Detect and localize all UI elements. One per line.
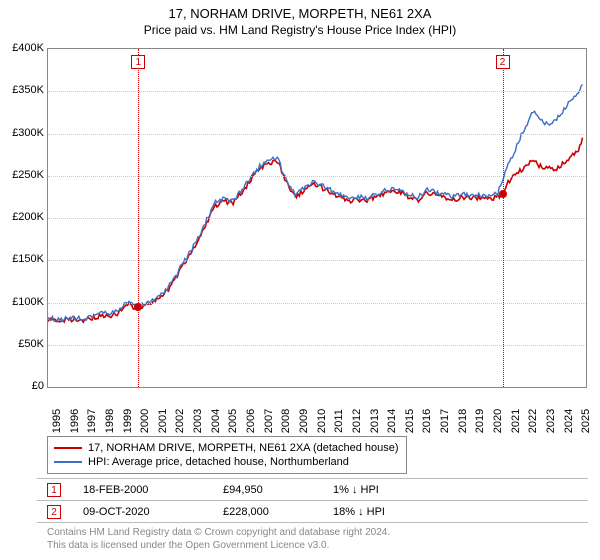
- x-tick-label: 1999: [122, 409, 134, 433]
- y-tick-label: £50K: [0, 338, 44, 350]
- gridline: [48, 176, 586, 177]
- legend-swatch: [54, 447, 82, 449]
- y-tick-label: £200K: [0, 211, 44, 223]
- chart-subtitle: Price paid vs. HM Land Registry's House …: [0, 21, 600, 41]
- x-tick-label: 2002: [174, 409, 186, 433]
- y-tick-label: £250K: [0, 169, 44, 181]
- x-tick-label: 2003: [192, 409, 204, 433]
- x-tick-label: 2017: [439, 409, 451, 433]
- sale-price: £94,950: [223, 484, 333, 496]
- legend-swatch: [54, 461, 82, 463]
- x-tick-label: 2024: [563, 409, 575, 433]
- legend-item: 17, NORHAM DRIVE, MORPETH, NE61 2XA (det…: [54, 441, 400, 455]
- sale-dot: [134, 303, 142, 311]
- footer-line: This data is licensed under the Open Gov…: [47, 539, 390, 552]
- sale-marker-icon: 1: [47, 483, 61, 497]
- legend-item: HPI: Average price, detached house, Nort…: [54, 455, 400, 469]
- x-tick-label: 2020: [492, 409, 504, 433]
- x-tick-label: 2009: [298, 409, 310, 433]
- y-tick-label: £0: [0, 380, 44, 392]
- sale-marker-box: 2: [496, 55, 510, 69]
- legend-label: HPI: Average price, detached house, Nort…: [88, 456, 349, 468]
- plot-area: 12: [47, 48, 587, 388]
- y-tick-label: £350K: [0, 84, 44, 96]
- sale-date: 18-FEB-2000: [83, 484, 223, 496]
- sale-dot: [499, 190, 507, 198]
- x-tick-label: 2008: [280, 409, 292, 433]
- sale-vline: [138, 49, 139, 387]
- x-tick-label: 2007: [263, 409, 275, 433]
- x-tick-label: 2010: [316, 409, 328, 433]
- chart-title: 17, NORHAM DRIVE, MORPETH, NE61 2XA: [0, 0, 600, 21]
- sale-marker-box: 1: [131, 55, 145, 69]
- sale-date: 09-OCT-2020: [83, 506, 223, 518]
- x-tick-label: 1995: [51, 409, 63, 433]
- gridline: [48, 91, 586, 92]
- x-tick-label: 1997: [86, 409, 98, 433]
- x-tick-label: 2000: [139, 409, 151, 433]
- x-tick-label: 2015: [404, 409, 416, 433]
- chart-container: 17, NORHAM DRIVE, MORPETH, NE61 2XA Pric…: [0, 0, 600, 560]
- sales-table: 1 18-FEB-2000 £94,950 1% ↓ HPI 2 09-OCT-…: [37, 478, 588, 523]
- sale-price: £228,000: [223, 506, 333, 518]
- y-tick-label: £150K: [0, 253, 44, 265]
- y-tick-label: £300K: [0, 127, 44, 139]
- sale-marker-icon: 2: [47, 505, 61, 519]
- sale-pct: 18% ↓ HPI: [333, 506, 433, 518]
- sales-row: 2 09-OCT-2020 £228,000 18% ↓ HPI: [37, 501, 588, 523]
- x-tick-label: 2021: [510, 409, 522, 433]
- x-tick-label: 2004: [210, 409, 222, 433]
- x-tick-label: 2016: [421, 409, 433, 433]
- x-tick-label: 2006: [245, 409, 257, 433]
- y-tick-label: £400K: [0, 42, 44, 54]
- x-tick-label: 1996: [69, 409, 81, 433]
- gridline: [48, 218, 586, 219]
- x-tick-label: 2025: [580, 409, 592, 433]
- legend-label: 17, NORHAM DRIVE, MORPETH, NE61 2XA (det…: [88, 442, 399, 454]
- x-tick-label: 2019: [474, 409, 486, 433]
- x-tick-label: 2005: [227, 409, 239, 433]
- legend-box: 17, NORHAM DRIVE, MORPETH, NE61 2XA (det…: [47, 436, 407, 474]
- x-tick-label: 2023: [545, 409, 557, 433]
- y-tick-label: £100K: [0, 296, 44, 308]
- gridline: [48, 260, 586, 261]
- x-tick-label: 2012: [351, 409, 363, 433]
- gridline: [48, 134, 586, 135]
- x-tick-label: 2001: [157, 409, 169, 433]
- x-tick-label: 2013: [369, 409, 381, 433]
- sale-pct: 1% ↓ HPI: [333, 484, 433, 496]
- sale-vline: [503, 49, 504, 387]
- x-tick-label: 1998: [104, 409, 116, 433]
- x-tick-label: 2018: [457, 409, 469, 433]
- x-tick-label: 2014: [386, 409, 398, 433]
- footer-line: Contains HM Land Registry data © Crown c…: [47, 526, 390, 539]
- sales-row: 1 18-FEB-2000 £94,950 1% ↓ HPI: [37, 479, 588, 501]
- gridline: [48, 345, 586, 346]
- x-tick-label: 2022: [527, 409, 539, 433]
- x-tick-label: 2011: [333, 409, 345, 433]
- footer-attribution: Contains HM Land Registry data © Crown c…: [47, 526, 390, 552]
- gridline: [48, 303, 586, 304]
